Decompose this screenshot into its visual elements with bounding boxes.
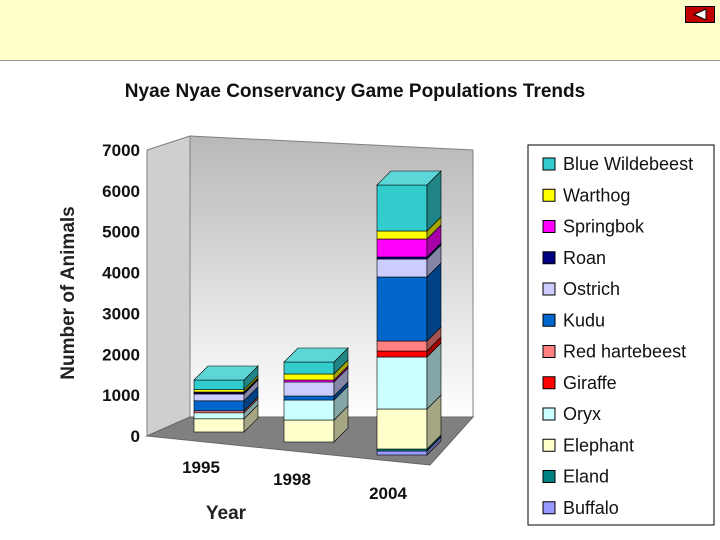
x-tick-label: 2004: [369, 484, 407, 503]
bar-segment-blue-wildebeest: [193, 379, 245, 390]
x-tick-label: 1998: [273, 470, 311, 489]
x-axis-title: Year: [206, 503, 247, 524]
bar-segment-elephant: [376, 408, 428, 450]
legend: Blue Wildebeest Warthog Springbok Roan Ostri…: [527, 144, 715, 526]
header-band: [0, 0, 720, 61]
legend-swatch: [542, 282, 556, 296]
y-tick-label: 3000: [102, 304, 140, 323]
legend-label: Ostrich: [563, 279, 620, 299]
back-button[interactable]: [685, 6, 715, 23]
y-axis-title: Number of Animals: [58, 206, 79, 380]
legend-swatch: [542, 407, 556, 421]
legend-item: Eland: [542, 467, 609, 487]
bar-segment-buffalo: [376, 450, 428, 456]
bar-top: [193, 365, 259, 381]
bar-segment-kudu: [376, 276, 428, 342]
bar-stack-1998: [283, 347, 349, 443]
legend-item: Springbok: [542, 217, 645, 237]
side-wall: [146, 135, 191, 437]
legend-item: Giraffe: [542, 373, 617, 393]
bar-stack-1995: [193, 365, 259, 433]
y-tick-label: 7000: [102, 141, 140, 160]
x-axis: 1995 1998 2004: [182, 458, 407, 503]
bar-segment-blue-wildebeest: [376, 184, 428, 232]
legend-box: [527, 144, 715, 526]
legend-label: Buffalo: [563, 498, 619, 518]
chart-title: Nyae Nyae Conservancy Game Populations T…: [125, 81, 585, 102]
y-tick-label: 0: [131, 427, 140, 446]
legend-item: Buffalo: [542, 498, 619, 518]
legend-item: Ostrich: [542, 279, 620, 299]
legend-swatch: [542, 188, 556, 202]
y-tick-label: 5000: [102, 223, 140, 242]
back-arrow-icon: [693, 9, 707, 20]
legend-label: Blue Wildebeest: [563, 154, 693, 174]
legend-swatch: [542, 220, 556, 233]
legend-swatch: [542, 345, 556, 358]
legend-swatch: [542, 501, 556, 515]
legend-item: Warthog: [542, 185, 630, 205]
legend-item: Blue Wildebeest: [542, 154, 693, 174]
legend-label: Giraffe: [563, 373, 617, 393]
legend-label: Oryx: [563, 404, 601, 424]
legend-label: Elephant: [563, 435, 634, 455]
legend-swatch: [542, 157, 556, 171]
bars: [193, 170, 442, 456]
legend-swatch: [542, 251, 556, 265]
y-tick-label: 6000: [102, 182, 140, 201]
legend-label: Eland: [563, 467, 609, 487]
bar-segment-ostrich: [193, 393, 245, 402]
legend-item: Roan: [542, 248, 606, 268]
legend-label: Kudu: [563, 310, 605, 330]
bar-segment-kudu: [193, 400, 245, 412]
legend-label: Springbok: [563, 217, 645, 237]
y-tick-label: 2000: [102, 345, 140, 364]
bar-top: [376, 170, 442, 186]
bar-segment-oryx: [193, 412, 245, 420]
bar-segment-springbok: [376, 238, 428, 258]
bar-segment-kudu: [283, 395, 335, 401]
bar-stack-2004: [376, 170, 442, 456]
legend-swatch: [542, 313, 556, 327]
bar-segment-warthog: [283, 373, 335, 381]
legend-label: Red hartebeest: [563, 342, 686, 362]
legend-swatch: [542, 376, 556, 390]
legend-item: Red hartebeest: [542, 342, 686, 362]
bar-segment-giraffe: [376, 350, 428, 358]
bar-segment-elephant: [283, 419, 335, 443]
legend-swatch: [542, 470, 556, 483]
bar-segment-oryx: [283, 399, 335, 421]
legend-item: Oryx: [542, 404, 601, 424]
bar-segment-warthog: [376, 230, 428, 240]
legend-swatch: [542, 438, 556, 452]
bar-segment-blue-wildebeest: [283, 361, 335, 375]
x-tick-label: 1995: [182, 458, 220, 477]
y-tick-label: 4000: [102, 264, 140, 283]
legend-item: Elephant: [542, 435, 634, 455]
bar-segment-red-hartebeest: [376, 340, 428, 352]
legend-item: Kudu: [542, 310, 605, 330]
y-tick-label: 1000: [102, 386, 140, 405]
bar-segment-ostrich: [376, 258, 428, 278]
y-axis: 0 1000 2000 3000 4000 5000 6000 7000: [102, 141, 140, 446]
bar-segment-ostrich: [283, 381, 335, 397]
legend-label: Warthog: [563, 185, 630, 205]
bar-segment-elephant: [193, 418, 245, 433]
bar-segment-oryx: [376, 356, 428, 410]
legend-label: Roan: [563, 248, 606, 268]
bar-top: [283, 347, 349, 363]
bar-segment-warthog: [193, 389, 245, 393]
